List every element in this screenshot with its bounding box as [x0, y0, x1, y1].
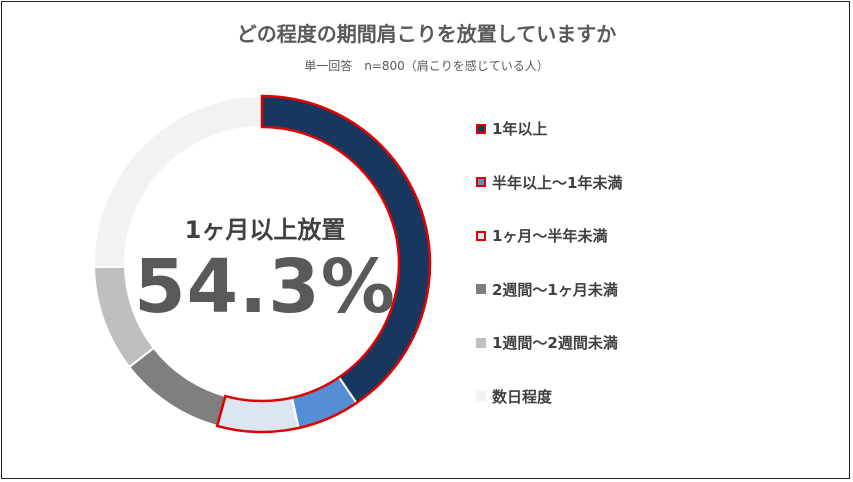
legend-item-5: 1週間～2週間未満 — [476, 332, 618, 353]
legend-swatch — [476, 177, 486, 187]
chart-title: どの程度の期間肩こりを放置していますか — [236, 22, 617, 46]
legend-label: 1週間～2週間未満 — [492, 334, 618, 352]
slice-4 — [127, 346, 227, 428]
legend-label: 数日程度 — [492, 387, 553, 406]
center-label: 1ヶ月以上放置 — [184, 216, 346, 244]
center-value: 54.3% — [134, 244, 396, 330]
legend-label: 半年以上～1年未満 — [492, 173, 623, 192]
legend-label: 1ヶ月～半年未満 — [492, 227, 608, 245]
legend-swatch — [476, 391, 486, 401]
legend-swatch — [476, 230, 486, 241]
legend-label: 2週間～1ヶ月未満 — [492, 280, 618, 299]
legend-item-2: 半年以上～1年未満 — [476, 172, 622, 193]
highlight-outline — [215, 94, 432, 434]
legend-label: 1年以上 — [492, 120, 548, 138]
legend-item-3: 1ヶ月～半年未満 — [476, 225, 607, 246]
legend-item-1: 1年以上 — [476, 118, 547, 139]
legend-item-4: 2週間～1ヶ月未満 — [476, 279, 618, 300]
legend-swatch — [476, 284, 486, 294]
legend-item-6: 数日程度 — [476, 386, 552, 407]
legend-swatch — [476, 337, 486, 348]
chart-subtitle: 単一回答 n=800（肩こりを感じている人） — [304, 59, 549, 73]
legend-swatch — [476, 123, 486, 134]
